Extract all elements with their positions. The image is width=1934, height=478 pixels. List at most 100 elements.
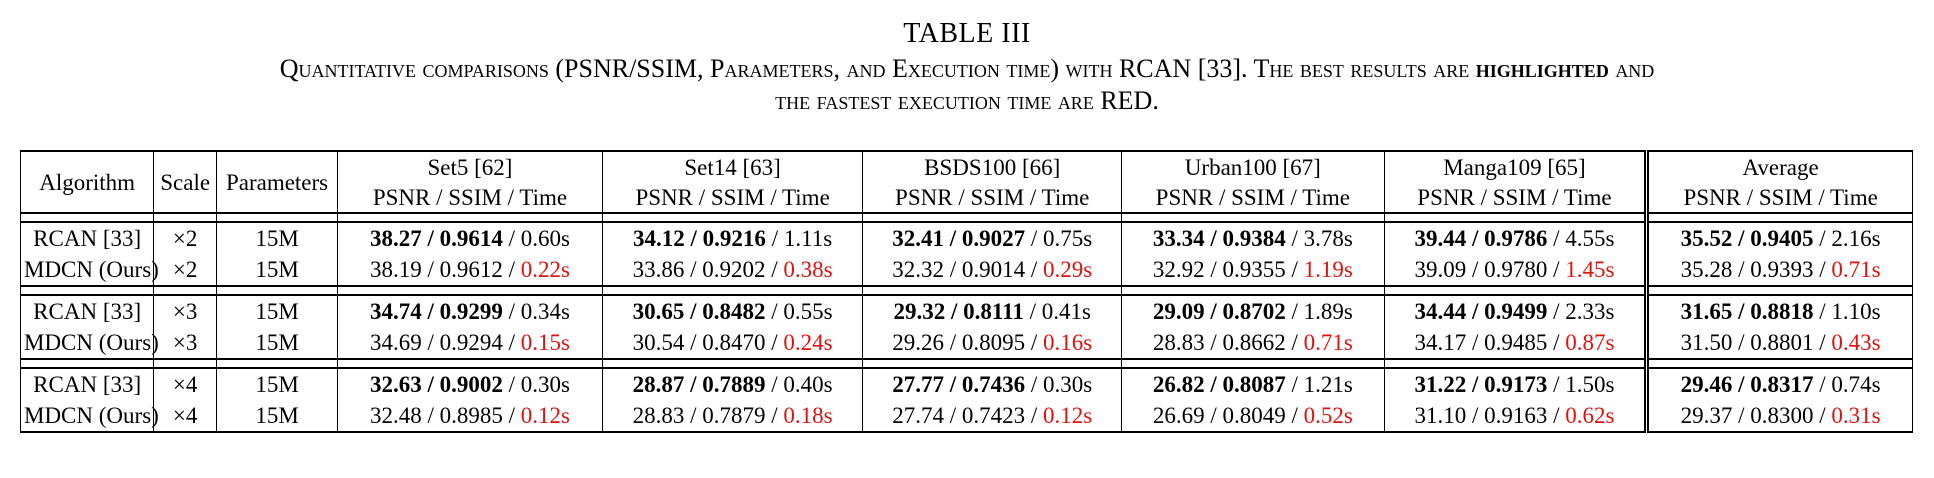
metric-header: PSNR / SSIM / Time	[337, 182, 603, 213]
group-separator	[19, 212, 1913, 223]
algorithm-cell: MDCN (Ours)	[19, 254, 159, 286]
metric-cell: 34.74 / 0.9299 / 0.34s	[337, 295, 603, 327]
metric-cell: 26.82 / 0.8087 / 1.21s	[1121, 368, 1385, 400]
algorithm-cell: RCAN [33]	[19, 368, 155, 400]
algorithm-cell: MDCN (Ours)	[19, 400, 159, 433]
execution-time-value: / 1.10s	[1813, 299, 1881, 324]
table-row: MDCN (Ours) ×2 15M 38.19 / 0.9612 / 0.22s 33…	[19, 254, 1913, 286]
psnr-ssim-value: 33.86 / 0.9202 /	[632, 257, 784, 282]
execution-time-value: / 0.41s	[1023, 299, 1091, 324]
scale-cell: ×2	[153, 254, 217, 286]
metric-cell: 39.09 / 0.9780 / 1.45s	[1383, 254, 1648, 286]
psnr-ssim-value: 29.37 / 0.8300 /	[1680, 403, 1832, 428]
psnr-ssim-value: 28.83 / 0.7879 /	[632, 403, 784, 428]
algorithm-cell: RCAN [33]	[19, 295, 155, 327]
execution-time-value: / 1.21s	[1285, 372, 1353, 397]
metric-cell: 29.26 / 0.8095 / 0.16s	[862, 327, 1123, 359]
execution-time-value: / 0.40s	[765, 372, 833, 397]
metric-cell: 38.19 / 0.9612 / 0.22s	[337, 254, 603, 286]
header-scale: Scale	[153, 150, 217, 213]
scale-cell: ×3	[153, 327, 217, 359]
psnr-ssim-value: 29.32 / 0.8111	[893, 299, 1024, 324]
header-algorithm: Algorithm	[19, 150, 155, 213]
table-row: RCAN [33] ×4 15M 32.63 / 0.9002 / 0.30s 28.8…	[19, 368, 1913, 400]
execution-time-value: 0.15s	[520, 330, 570, 355]
scale-cell: ×2	[153, 222, 217, 254]
metric-cell: 32.92 / 0.9355 / 1.19s	[1121, 254, 1385, 286]
execution-time-value: / 1.89s	[1285, 299, 1353, 324]
header-dataset-set14: Set14 [63]	[601, 150, 864, 182]
psnr-ssim-value: 31.10 / 0.9163 /	[1414, 403, 1566, 428]
metric-cell: 32.48 / 0.8985 / 0.12s	[337, 400, 603, 433]
execution-time-value: / 0.55s	[765, 299, 833, 324]
header-parameters: Parameters	[215, 150, 339, 213]
psnr-ssim-value: 28.83 / 0.8662 /	[1152, 330, 1304, 355]
execution-time-value: 0.38s	[783, 257, 833, 282]
metric-header: PSNR / SSIM / Time	[1383, 182, 1648, 213]
parameters-cell: 15M	[215, 222, 339, 254]
scale-cell: ×4	[153, 400, 217, 433]
execution-time-value: 0.12s	[520, 403, 570, 428]
execution-time-value: 0.24s	[783, 330, 833, 355]
metric-header: PSNR / SSIM / Time	[1121, 182, 1385, 213]
metric-cell: 32.63 / 0.9002 / 0.30s	[337, 368, 603, 400]
execution-time-value: 0.22s	[520, 257, 570, 282]
execution-time-value: / 4.55s	[1547, 226, 1615, 251]
execution-time-value: / 2.16s	[1813, 226, 1881, 251]
metric-cell: 34.69 / 0.9294 / 0.15s	[337, 327, 603, 359]
header-dataset-urban100: Urban100 [67]	[1121, 150, 1385, 182]
parameters-cell: 15M	[215, 295, 339, 327]
header-row-1: Algorithm Scale Parameters Set5 [62] Set…	[19, 150, 1913, 213]
metric-cell: 33.34 / 0.9384 / 3.78s	[1121, 222, 1385, 254]
execution-time-value: 1.45s	[1565, 257, 1615, 282]
psnr-ssim-value: 38.27 / 0.9614	[369, 226, 503, 251]
metric-cell: 28.83 / 0.8662 / 0.71s	[1121, 327, 1385, 359]
metric-cell: 26.69 / 0.8049 / 0.52s	[1121, 400, 1385, 433]
execution-time-value: / 2.33s	[1547, 299, 1615, 324]
psnr-ssim-value: 32.32 / 0.9014 /	[892, 257, 1043, 282]
execution-time-value: 0.52s	[1303, 403, 1353, 428]
psnr-ssim-value: 34.17 / 0.9485 /	[1414, 330, 1566, 355]
psnr-ssim-value: 35.52 / 0.9405	[1680, 226, 1814, 251]
execution-time-value: / 3.78s	[1285, 226, 1353, 251]
psnr-ssim-value: 31.50 / 0.8801 /	[1680, 330, 1832, 355]
scale-cell: ×3	[153, 295, 217, 327]
psnr-ssim-value: 29.26 / 0.8095 /	[892, 330, 1043, 355]
execution-time-value: / 0.34s	[502, 299, 570, 324]
metric-cell: 39.44 / 0.9786 / 4.55s	[1383, 222, 1648, 254]
execution-time-value: 0.71s	[1831, 257, 1881, 282]
metric-cell: 34.44 / 0.9499 / 2.33s	[1383, 295, 1648, 327]
execution-time-value: 1.19s	[1303, 257, 1353, 282]
table-row: MDCN (Ours) ×4 15M 32.48 / 0.8985 / 0.12s 28…	[19, 400, 1913, 433]
table-row: MDCN (Ours) ×3 15M 34.69 / 0.9294 / 0.15s 30…	[19, 327, 1913, 359]
psnr-ssim-value: 31.22 / 0.9173	[1414, 372, 1548, 397]
table-row: RCAN [33] ×3 15M 34.74 / 0.9299 / 0.34s 30.6…	[19, 295, 1913, 327]
metric-cell: 29.37 / 0.8300 / 0.31s	[1644, 400, 1913, 433]
metric-cell: 38.27 / 0.9614 / 0.60s	[337, 222, 603, 254]
psnr-ssim-value: 34.12 / 0.9216	[633, 226, 766, 251]
caption-line-1: Quantitative comparisons (PSNR/SSIM, Par…	[0, 54, 1934, 84]
psnr-ssim-value: 28.87 / 0.7889	[632, 372, 766, 397]
execution-time-value: / 0.30s	[1025, 372, 1093, 397]
execution-time-value: 0.18s	[783, 403, 833, 428]
caption-line-1-text: Quantitative comparisons (PSNR/SSIM, Par…	[279, 54, 1470, 83]
psnr-ssim-value: 39.44 / 0.9786	[1414, 226, 1548, 251]
psnr-ssim-value: 32.41 / 0.9027	[892, 226, 1026, 251]
execution-time-value: 0.43s	[1831, 330, 1881, 355]
metric-cell: 32.32 / 0.9014 / 0.29s	[862, 254, 1123, 286]
metric-cell: 31.10 / 0.9163 / 0.62s	[1383, 400, 1648, 433]
psnr-ssim-value: 38.19 / 0.9612 /	[369, 257, 521, 282]
execution-time-value: 0.12s	[1043, 403, 1093, 428]
metric-cell: 34.12 / 0.9216 / 1.11s	[601, 222, 864, 254]
execution-time-value: 0.31s	[1831, 403, 1881, 428]
psnr-ssim-value: 32.48 / 0.8985 /	[369, 403, 521, 428]
metric-cell: 31.22 / 0.9173 / 1.50s	[1383, 368, 1648, 400]
header-row-2: PSNR / SSIM / Time PSNR / SSIM / Time PS…	[21, 182, 1913, 213]
execution-time-value: / 0.60s	[502, 226, 570, 251]
caption-line-1-end: and	[1615, 54, 1655, 83]
execution-time-value: / 0.30s	[502, 372, 570, 397]
psnr-ssim-value: 33.34 / 0.9384	[1152, 226, 1286, 251]
group-separator	[19, 358, 1913, 369]
scale-cell: ×4	[153, 368, 217, 400]
psnr-ssim-value: 32.92 / 0.9355 /	[1152, 257, 1304, 282]
